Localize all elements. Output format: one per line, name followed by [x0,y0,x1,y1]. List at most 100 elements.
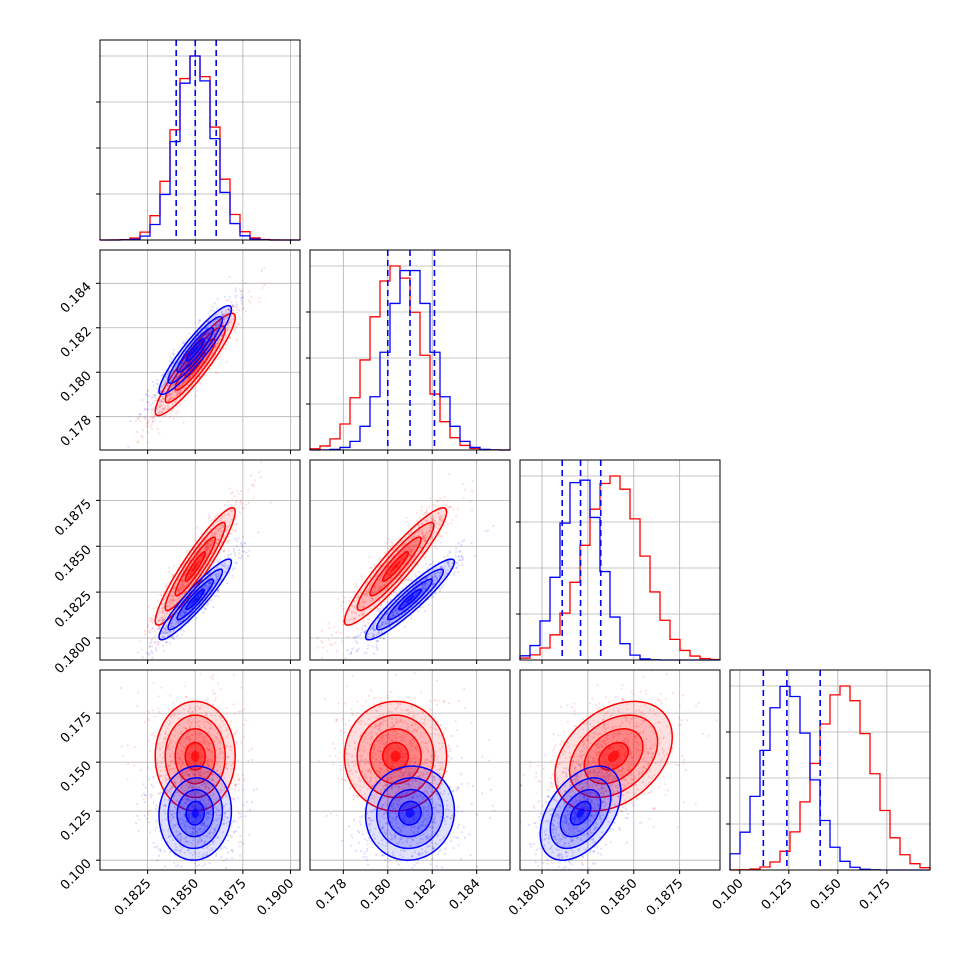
scatter-point [333,626,336,629]
scatter-point [209,575,213,578]
scatter-point [239,541,243,545]
scatter-point [413,554,417,558]
scatter-point [394,609,398,613]
scatter-point [455,515,458,518]
scatter-point [375,633,378,636]
scatter-point [146,407,150,410]
scatter-point [358,606,361,610]
scatter-point [157,695,160,698]
scatter-point [211,752,214,755]
scatter-point [191,843,195,846]
scatter-point [181,610,184,613]
scatter-point [453,571,456,574]
scatter-point [194,774,197,777]
scatter-point [374,628,377,632]
scatter-point [181,584,184,587]
scatter-point [260,269,263,272]
scatter-point [210,534,214,537]
scatter-point [204,327,207,330]
scatter-point [386,573,389,577]
scatter-point [353,599,356,603]
scatter-point [156,391,159,395]
scatter-point [205,546,208,549]
scatter-point [214,574,217,578]
scatter-point [238,492,241,496]
scatter-point [214,326,217,329]
scatter-point [219,786,222,789]
scatter-point [208,515,211,519]
scatter-point [136,691,139,694]
scatter-point [391,611,394,614]
scatter-point [444,504,447,507]
scatter-point [178,741,182,745]
scatter-point [220,729,223,732]
scatter-point [243,507,246,510]
scatter-point [135,704,139,707]
scatter-point [238,841,241,844]
scatter-point [191,577,194,580]
scatter-point [151,401,154,405]
scatter-point [200,753,203,757]
scatter-point [181,736,184,740]
scatter-point [158,710,161,713]
scatter-point [182,578,185,581]
scatter-point [198,558,201,561]
contour-blue-0 [158,304,233,396]
scatter-point [377,640,380,643]
scatter-point [208,765,211,768]
scatter-point [224,570,228,574]
density-fill-red-4 [191,560,200,573]
scatter-point [168,708,171,711]
scatter-point [147,739,150,742]
scatter-point [139,420,142,423]
scatter-point [155,646,158,650]
scatter-point [380,624,383,628]
scatter-point [387,620,391,623]
scatter-point [234,732,237,735]
scatter-point [198,707,201,710]
scatter-point [203,608,206,611]
scatter-point [396,612,399,615]
scatter-point [239,502,242,505]
scatter-point [182,611,185,614]
scatter-point [176,755,179,759]
scatter-point [159,743,162,746]
scatter-point [228,487,231,490]
scatter-point [190,745,193,749]
scatter-point [454,555,457,558]
scatter-point [197,792,200,795]
scatter-point [430,517,433,520]
scatter-point [367,644,370,647]
scatter-point [161,606,165,609]
scatter-point [190,734,194,737]
scatter-point [191,373,195,376]
scatter-point [150,408,153,411]
scatter-point [232,310,235,313]
contour-blue-1 [375,568,445,631]
scatter-point [438,518,441,521]
scatter-point [138,671,140,673]
scatter-point [456,508,459,511]
scatter-point [412,545,416,548]
scatter-point [217,756,220,759]
scatter-point [380,587,383,590]
scatter-point [188,738,191,741]
scatter-point [204,787,208,790]
scatter-point [425,507,429,511]
contour-blue-1 [167,315,224,385]
scatter-point [369,585,372,588]
scatter-point [154,649,158,652]
scatter-point [208,727,212,731]
scatter-point [169,715,172,719]
scatter-point [207,749,210,752]
scatter-point [205,714,209,717]
scatter-point [424,537,427,540]
scatter-point [425,577,428,580]
scatter-point [167,398,171,402]
scatter-point [365,593,368,596]
scatter-point [208,757,212,761]
scatter-point [249,301,252,304]
scatter-point [440,541,443,544]
scatter-point [151,651,154,655]
scatter-point [136,441,139,444]
